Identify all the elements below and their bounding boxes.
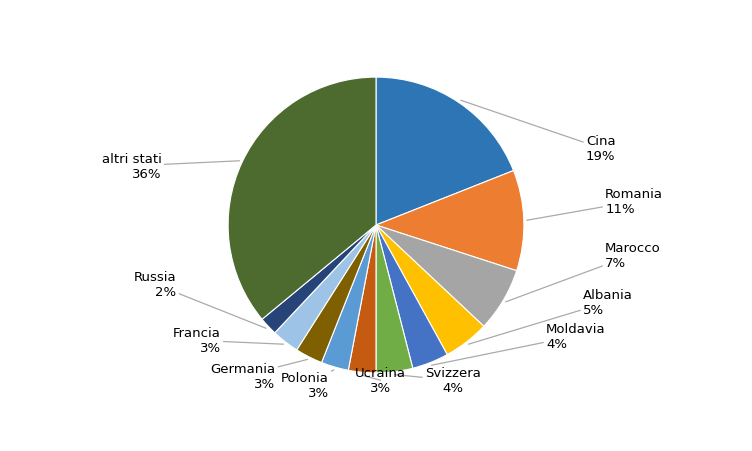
Wedge shape bbox=[376, 226, 447, 368]
Wedge shape bbox=[262, 226, 376, 333]
Text: Albania
5%: Albania 5% bbox=[468, 288, 633, 345]
Wedge shape bbox=[297, 226, 376, 363]
Wedge shape bbox=[228, 78, 376, 320]
Text: Romania
11%: Romania 11% bbox=[526, 188, 663, 221]
Wedge shape bbox=[376, 171, 524, 271]
Text: Moldavia
4%: Moldavia 4% bbox=[432, 322, 605, 365]
Wedge shape bbox=[376, 226, 484, 355]
Wedge shape bbox=[376, 226, 413, 373]
Wedge shape bbox=[376, 226, 517, 327]
Wedge shape bbox=[348, 226, 376, 373]
Text: Marocco
7%: Marocco 7% bbox=[506, 241, 661, 302]
Text: Germania
3%: Germania 3% bbox=[211, 359, 308, 390]
Wedge shape bbox=[322, 226, 376, 370]
Text: Cina
19%: Cina 19% bbox=[461, 101, 616, 163]
Wedge shape bbox=[274, 226, 376, 350]
Text: Svizzera
4%: Svizzera 4% bbox=[395, 367, 481, 395]
Text: Russia
2%: Russia 2% bbox=[134, 271, 266, 328]
Text: Francia
3%: Francia 3% bbox=[173, 327, 284, 354]
Text: altri stati
36%: altri stati 36% bbox=[102, 152, 239, 180]
Wedge shape bbox=[376, 78, 514, 226]
Text: Ucraina
3%: Ucraina 3% bbox=[355, 367, 406, 395]
Text: Polonia
3%: Polonia 3% bbox=[280, 370, 334, 399]
